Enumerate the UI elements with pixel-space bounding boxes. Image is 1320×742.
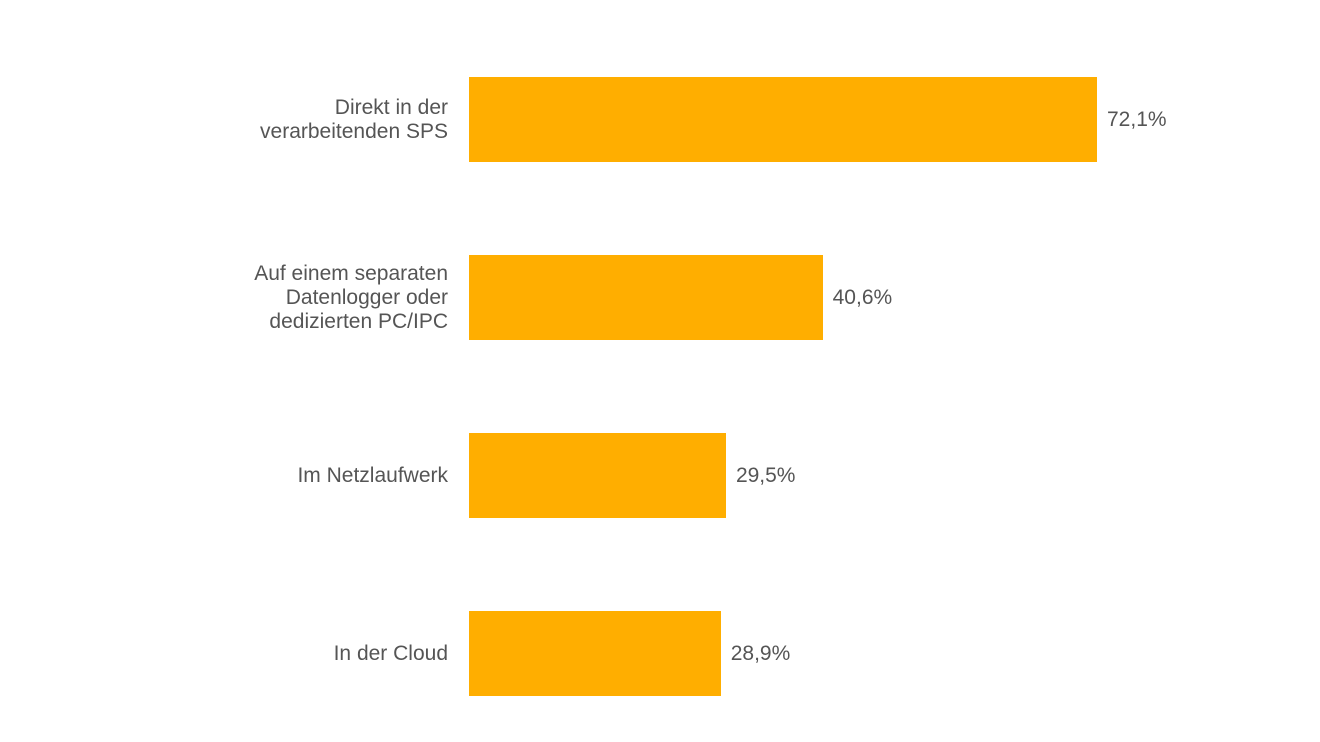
value-label-3: 29,5% [735,463,796,487]
value-label-1: 72,1% [1107,107,1167,131]
category-label-4: In der Cloud [333,641,448,665]
bar-3 [469,433,726,518]
bar-4 [469,611,721,696]
category-label-1: Direkt in der verarbeitenden SPS [260,95,448,143]
bar-2 [469,255,823,340]
category-label-2: Auf einem separaten Datenlogger oder ded… [254,261,448,333]
category-label-3: Im Netzlaufwerk [297,463,448,487]
value-label-2: 40,6% [832,285,893,309]
value-label-4: 28,9% [730,641,791,665]
bar-1 [469,77,1097,162]
